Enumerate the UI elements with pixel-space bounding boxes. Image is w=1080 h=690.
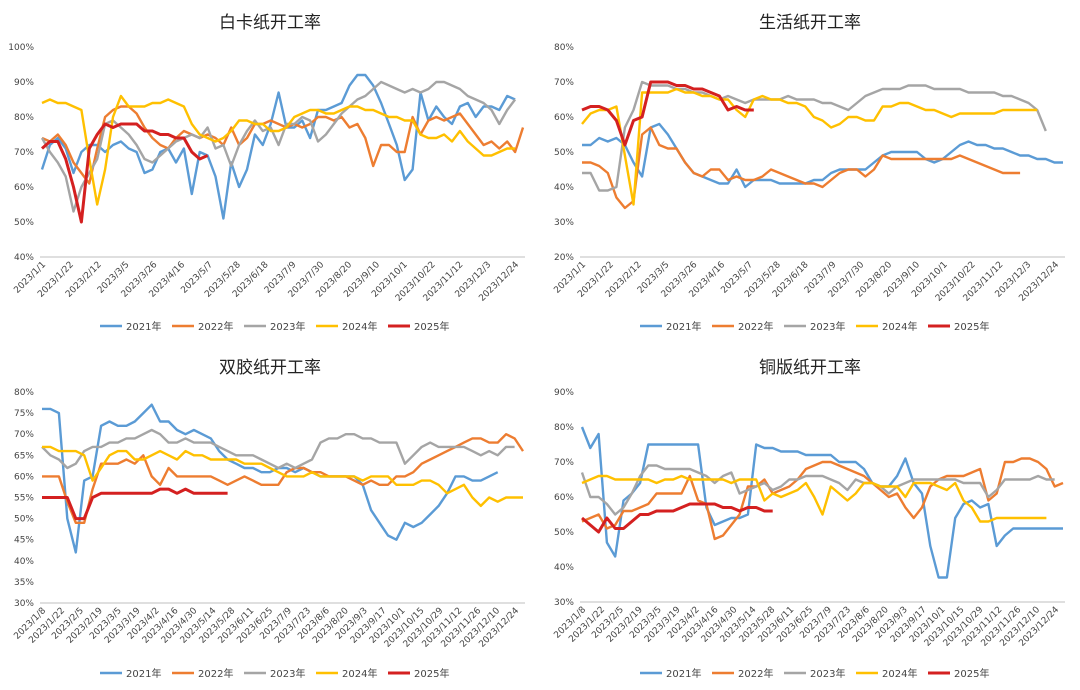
series-line-2025年 [42,487,228,521]
y-tick-label: 70% [554,458,574,468]
chart-coated-paper: 铜版纸开工率30%40%50%60%70%80%90%2023/1/82023/… [552,358,1065,680]
y-tick-label: 70% [14,430,34,440]
legend-label: 2024年 [342,667,377,680]
series-line-2022年 [582,126,1021,210]
legend-label: 2022年 [198,667,233,680]
series-line-2023年 [580,464,1055,516]
series-line-2025年 [41,122,209,224]
series-line-2024年 [41,94,516,206]
y-tick-label: 80% [14,388,34,398]
y-tick-label: 20% [554,253,574,263]
legend-label: 2023年 [270,667,305,680]
legend-label: 2023年 [270,320,305,333]
series-line-2023年 [582,80,1047,192]
y-tick-label: 35% [14,578,34,588]
y-tick-label: 55% [14,494,34,504]
chart-title: 双胶纸开工率 [219,358,321,378]
legend-label: 2025年 [954,667,989,680]
y-tick-label: 45% [14,536,34,546]
y-tick-label: 100% [8,43,34,53]
y-tick-label: 50% [14,218,34,228]
series-line-2025年 [581,502,773,534]
legend-label: 2022年 [738,320,773,333]
y-tick-label: 80% [554,43,574,53]
series-line-2025年 [581,80,754,147]
y-tick-label: 30% [554,598,574,608]
y-tick-label: 40% [14,253,34,263]
chart-title: 生活纸开工率 [759,13,861,33]
y-tick-label: 50% [554,148,574,158]
y-tick-label: 30% [554,218,574,228]
chart-tissue-paper: 生活纸开工率20%30%40%50%60%70%80%2023/1/12023/… [552,13,1065,333]
series-line-2024年 [581,87,1038,206]
series-line-2021年 [40,73,516,220]
series-line-2022年 [41,105,525,185]
legend-label: 2022年 [198,320,233,333]
legend-label: 2024年 [882,667,917,680]
y-tick-label: 40% [14,557,34,567]
series-line-2024年 [42,445,523,508]
legend-label: 2025年 [414,320,449,333]
legend-label: 2024年 [342,320,377,333]
legend-label: 2025年 [954,320,989,333]
chart-title: 铜版纸开工率 [759,358,861,378]
chart-title: 白卡纸开工率 [219,13,321,33]
legend-label: 2021年 [126,667,161,680]
y-tick-label: 80% [554,423,574,433]
y-tick-label: 60% [554,493,574,503]
y-tick-label: 40% [554,183,574,193]
series-line-2023年 [40,80,517,213]
y-tick-label: 65% [14,451,34,461]
chart-white-card-paper: 白卡纸开工率40%50%60%70%80%90%100%2023/1/12023… [8,13,525,333]
series-line-2021年 [42,403,499,554]
y-tick-label: 50% [14,515,34,525]
y-tick-label: 80% [14,113,34,123]
legend-label: 2025年 [414,667,449,680]
y-tick-label: 90% [14,78,34,88]
y-tick-label: 40% [554,563,574,573]
y-tick-label: 70% [554,78,574,88]
y-tick-label: 60% [14,472,34,482]
legend-label: 2021年 [666,667,701,680]
legend-label: 2023年 [810,667,845,680]
legend-label: 2022年 [738,667,773,680]
y-tick-label: 90% [554,388,574,398]
y-tick-label: 60% [554,113,574,123]
series-line-2022年 [581,457,1064,541]
legend-label: 2021年 [126,320,161,333]
chart-offset-paper: 双胶纸开工率 30% 35% 40% 45% 50% 55% 60% 65% 70% 75% 80% 2… [12,358,525,680]
series-line-2022年 [42,432,525,525]
y-tick-label: 60% [14,183,34,193]
y-tick-label: 30% [14,599,34,609]
legend-label: 2021年 [666,320,701,333]
series-line-2024年 [581,474,1047,523]
series-line-2021年 [582,122,1063,189]
series-line-2023年 [41,428,515,470]
series-line-2021年 [580,426,1063,579]
legend-label: 2024年 [882,320,917,333]
y-tick-label: 70% [14,148,34,158]
y-tick-label: 50% [554,528,574,538]
y-tick-label: 75% [14,409,34,419]
legend-label: 2023年 [810,320,845,333]
